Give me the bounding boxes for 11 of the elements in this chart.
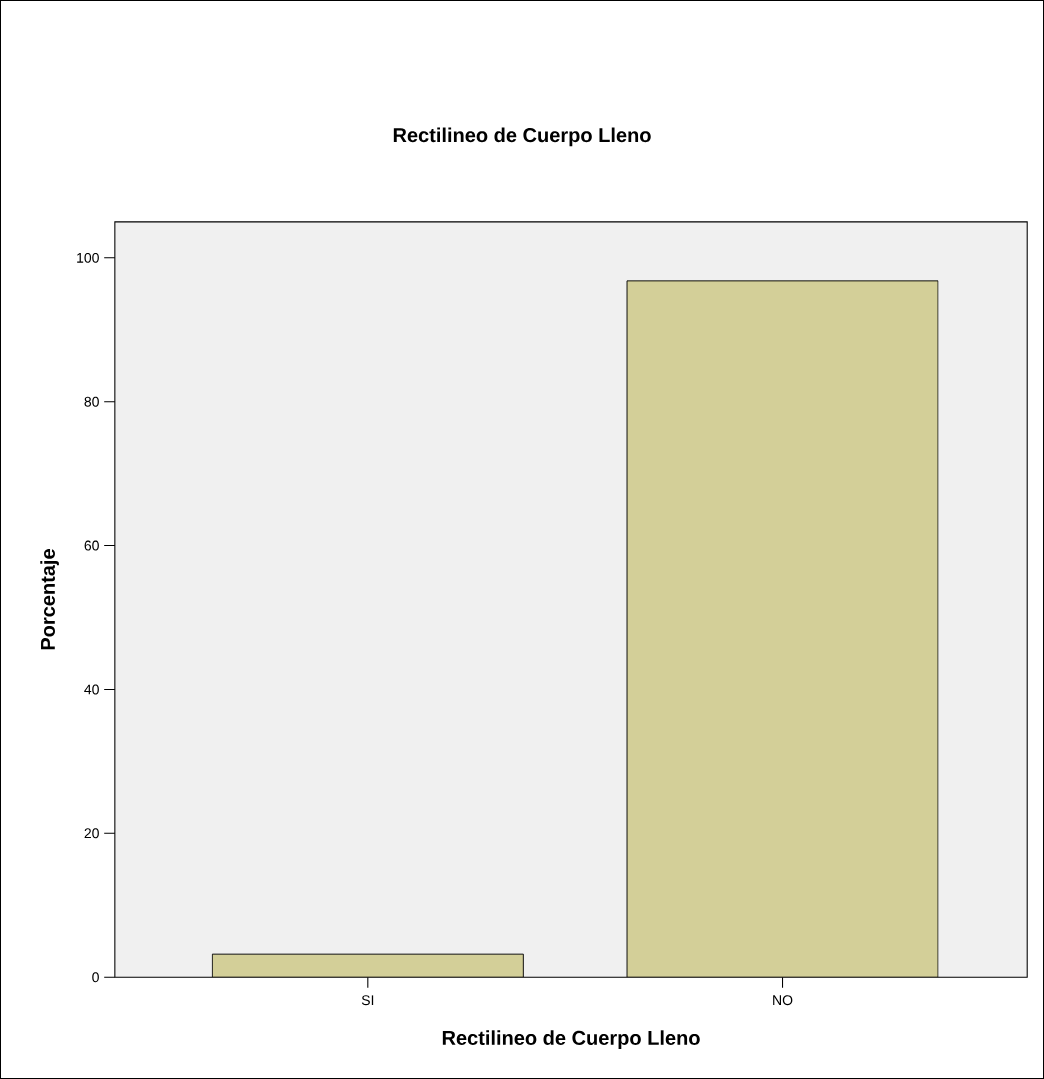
y-tick-label: 0 [92, 972, 99, 983]
y-tick-label: 80 [84, 396, 99, 407]
x-axis-title: Rectilineo de Cuerpo Lleno [442, 1030, 700, 1049]
y-axis-title: Porcentaje [40, 549, 59, 650]
x-tick-label: NO [773, 995, 793, 1006]
x-tick-label: SI [361, 995, 374, 1006]
y-tick-label: 40 [84, 684, 99, 695]
chart-title: Rectilineo de Cuerpo Lleno [393, 127, 651, 147]
y-tick-label: 60 [84, 540, 99, 551]
y-tick-label: 20 [84, 828, 99, 839]
y-tick-label: 100 [77, 252, 99, 263]
